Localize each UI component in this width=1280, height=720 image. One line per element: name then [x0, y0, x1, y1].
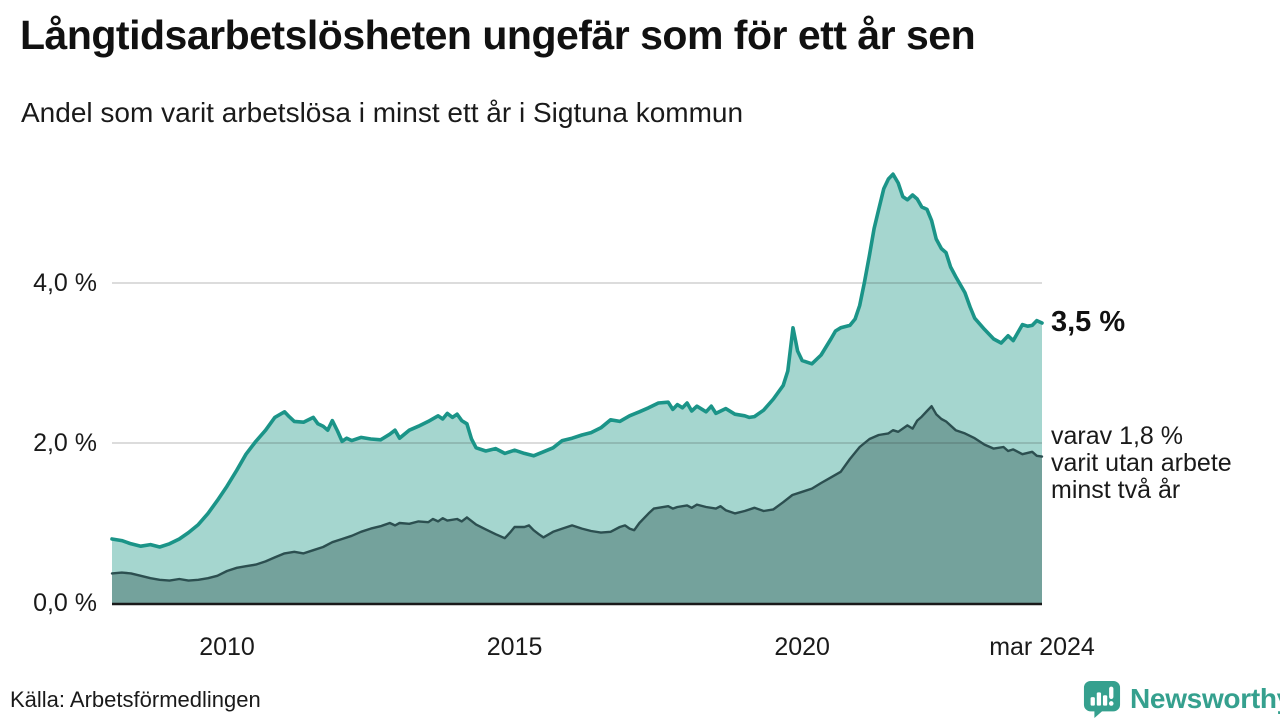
- x-axis-tick-label: mar 2024: [989, 633, 1095, 661]
- page-title: Långtidsarbetslösheten ungefär som för e…: [20, 12, 976, 58]
- newsworthy-bubble-chart-icon: [1083, 680, 1121, 718]
- end-value-label-two-year: varav 1,8 % varit utan arbete minst två …: [1051, 423, 1232, 504]
- newsworthy-logo-text: Newsworthy: [1130, 683, 1280, 714]
- total-line: [110, 172, 1044, 549]
- y-axis-tick-label: 0,0 %: [33, 589, 97, 617]
- x-axis-tick-label: 2020: [774, 633, 830, 661]
- end-label-line-2: varit utan arbete: [1051, 449, 1232, 477]
- two-year-line: [110, 405, 1044, 582]
- end-value-label-total: 3,5 %: [1051, 306, 1126, 338]
- two-year-area: [112, 406, 1042, 603]
- end-label-line-3: minst två år: [1051, 476, 1181, 504]
- y-axis-tick-label: 2,0 %: [33, 429, 97, 457]
- x-axis-tick-label: 2015: [486, 633, 543, 661]
- end-label-line-1: varav 1,8 %: [1051, 422, 1184, 450]
- x-axis-tick-label: 2010: [199, 633, 255, 661]
- newsworthy-logo: Newsworthy: [1083, 680, 1280, 718]
- source-note: Källa: Arbetsförmedlingen: [10, 687, 261, 712]
- y-axis-tick-label: 4,0 %: [33, 269, 97, 297]
- page-subtitle: Andel som varit arbetslösa i minst ett å…: [21, 97, 744, 128]
